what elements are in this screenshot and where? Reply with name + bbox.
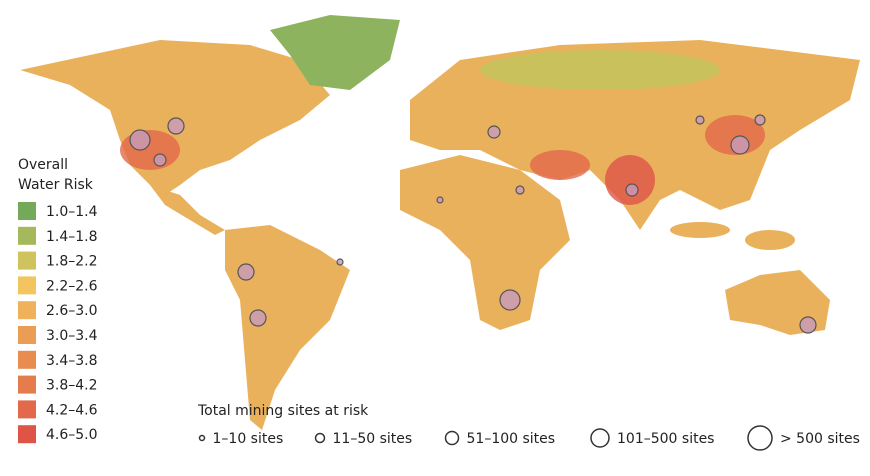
legend-swatch: [18, 251, 36, 270]
legend-label: 3.4–3.8: [46, 353, 98, 369]
sites-legend: Total mining sites at risk 1–10 sites 11–5…: [197, 403, 860, 451]
site: [153, 153, 167, 167]
china-high-risk: [705, 115, 765, 155]
legend-label: 3.0–3.4: [46, 328, 98, 344]
site: [754, 114, 766, 126]
site: [625, 183, 639, 197]
legend-label: 2.6–3.0: [46, 303, 98, 319]
south-america: [225, 225, 350, 430]
site: [799, 316, 817, 334]
legend-swatch: [18, 301, 36, 320]
site: [167, 117, 185, 135]
site: [515, 185, 525, 195]
site: [436, 196, 444, 204]
legend-swatch: [18, 326, 36, 344]
size-label: 101–500 sites: [617, 431, 714, 447]
size-label: 11–50 sites: [333, 431, 413, 447]
siberia-low-risk: [480, 50, 720, 90]
legend-swatch: [18, 425, 36, 444]
world-map: [20, 15, 860, 430]
site: [237, 263, 255, 281]
india-high-risk: [605, 155, 655, 205]
sites-legend-title: Total mining sites at risk: [197, 403, 369, 419]
legend-label: 1.4–1.8: [46, 229, 98, 245]
legend-swatch: [18, 202, 36, 220]
size-label: 1–10 sites: [213, 431, 284, 447]
legend-swatch: [18, 350, 36, 369]
size-key: [590, 428, 610, 448]
africa: [400, 155, 570, 330]
legend-swatch: [18, 276, 36, 295]
legend-title: Water Risk: [18, 177, 94, 193]
size-key: [747, 425, 773, 451]
site: [336, 258, 344, 266]
site: [695, 115, 705, 125]
size-key: [198, 434, 206, 442]
legend: Overall Water Risk 1.0–1.4 1.4–1.8 1.8–2.2 2.…: [18, 157, 98, 444]
middle-east-high-risk: [530, 150, 590, 180]
mining-sites: [129, 114, 817, 334]
site: [499, 289, 521, 311]
legend-label: 4.2–4.6: [46, 402, 98, 418]
new-guinea: [745, 230, 795, 250]
size-key: [314, 432, 326, 444]
size-label: 51–100 sites: [467, 431, 556, 447]
site: [249, 309, 267, 327]
legend-label: 2.2–2.6: [46, 278, 98, 294]
legend-label: 1.0–1.4: [46, 204, 98, 220]
site: [730, 135, 750, 155]
site: [129, 129, 151, 151]
legend-label: 3.8–4.2: [46, 378, 98, 394]
size-label: > 500 sites: [780, 431, 860, 447]
eurasia: [410, 40, 860, 230]
legend-swatch: [18, 400, 36, 419]
indonesia: [670, 222, 730, 238]
us-southwest-high-risk: [120, 130, 180, 170]
size-key: [444, 430, 460, 446]
greenland: [270, 15, 400, 90]
legend-label: 1.8–2.2: [46, 254, 98, 270]
legend-swatch: [18, 375, 36, 394]
legend-title: Overall: [18, 157, 68, 173]
site: [487, 125, 501, 139]
legend-swatch: [18, 226, 36, 245]
central-america: [150, 185, 225, 235]
legend-label: 4.6–5.0: [46, 427, 98, 443]
